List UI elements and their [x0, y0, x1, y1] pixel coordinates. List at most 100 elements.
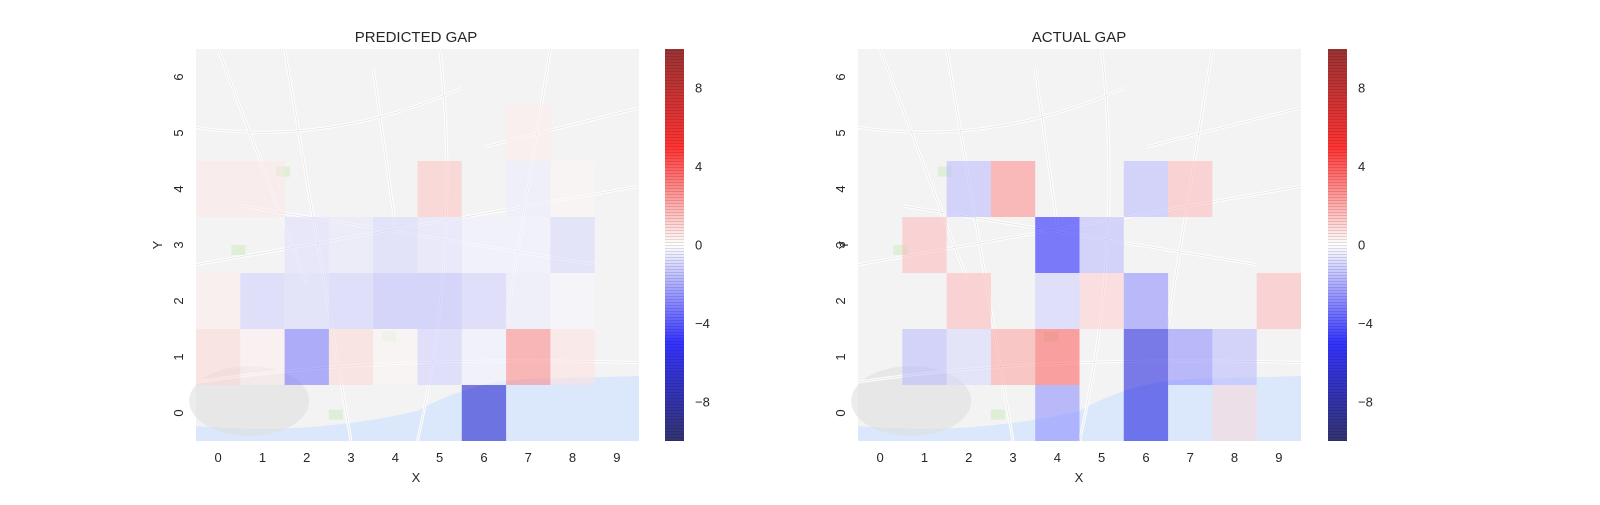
y-tick-label-0: 0 — [171, 409, 186, 416]
heatmap-cell-x7-y4 — [1168, 161, 1213, 217]
colorbar-tick-label-8: 8 — [1358, 81, 1365, 96]
heatmap-cell-x4-y0 — [1035, 385, 1080, 441]
x-tick-label-3: 3 — [1009, 450, 1016, 465]
x-tick-labels: 0 1 2 3 4 5 6 7 8 9 — [877, 450, 1283, 465]
heatmap-cell-x2-y4 — [946, 161, 991, 217]
heatmap-cell-x2-y2 — [284, 273, 329, 329]
x-tick-label-0: 0 — [877, 450, 884, 465]
x-tick-label-7: 7 — [1187, 450, 1194, 465]
heatmap-cell-x9-y2 — [1256, 273, 1301, 329]
x-tick-label-4: 4 — [1054, 450, 1061, 465]
heatmap-cell-x0-y1 — [196, 329, 241, 385]
x-tick-label-2: 2 — [965, 450, 972, 465]
y-tick-label-2: 2 — [833, 297, 848, 304]
heatmap-cell-x1-y3 — [902, 217, 947, 273]
heatmap-cell-x3-y1 — [328, 329, 374, 385]
colorbar-tick-label-0: 0 — [695, 238, 702, 253]
x-tick-labels: 0 1 2 3 4 5 6 7 8 9 — [215, 450, 621, 465]
x-tick-label-7: 7 — [525, 450, 532, 465]
y-tick-label-4: 4 — [833, 185, 848, 192]
heatmap-cell-x3-y3 — [328, 217, 374, 273]
heatmap-cell-x3-y1 — [990, 329, 1036, 385]
heatmap-cell-x2-y1 — [284, 329, 329, 385]
heatmap-cell-x4-y3 — [373, 217, 418, 273]
y-tick-label-3: 3 — [171, 241, 186, 248]
x-tick-label-1: 1 — [259, 450, 266, 465]
heatmap-cell-x2-y2 — [946, 273, 991, 329]
y-tick-label-1: 1 — [833, 353, 848, 360]
y-tick-label-6: 6 — [171, 73, 186, 80]
x-tick-label-9: 9 — [613, 450, 620, 465]
heatmap-cell-x1-y1 — [240, 329, 285, 385]
heatmap-cell-x4-y1 — [373, 329, 418, 385]
x-tick-label-6: 6 — [480, 450, 487, 465]
y-tick-label-5: 5 — [171, 129, 186, 136]
x-tick-label-5: 5 — [436, 450, 443, 465]
heatmap-cell-x1-y1 — [902, 329, 947, 385]
y-axis-label: Y — [836, 240, 851, 249]
x-tick-label-4: 4 — [392, 450, 399, 465]
heatmap-cell-x5-y2 — [1079, 273, 1124, 329]
heatmap-cell-x1-y4 — [240, 161, 285, 217]
heatmap-cell-x5-y1 — [417, 329, 462, 385]
x-tick-label-3: 3 — [347, 450, 354, 465]
y-tick-labels: 0 1 2 3 4 5 6 — [833, 73, 848, 416]
heatmap-cell-x7-y3 — [506, 217, 551, 273]
x-axis-label: X — [412, 470, 421, 485]
heatmap-cell-x8-y1 — [1212, 329, 1257, 385]
heatmap-cells — [902, 161, 1301, 441]
x-axis-label: X — [1075, 470, 1084, 485]
heatmap-cell-x5-y3 — [1079, 217, 1124, 273]
heatmap-cell-x7-y1 — [506, 329, 551, 385]
y-tick-label-5: 5 — [833, 129, 848, 136]
x-tick-label-8: 8 — [569, 450, 576, 465]
x-tick-label-6: 6 — [1142, 450, 1149, 465]
heatmap-cell-x7-y4 — [506, 161, 551, 217]
y-tick-label-3: 3 — [833, 241, 848, 248]
heatmap-cell-x1-y2 — [240, 273, 285, 329]
heatmap-cell-x0-y2 — [196, 273, 241, 329]
colorbar-tick-label--4: −4 — [1358, 316, 1373, 331]
heatmap-cell-x7-y5 — [506, 105, 551, 161]
x-tick-label-9: 9 — [1275, 450, 1282, 465]
y-tick-label-2: 2 — [171, 297, 186, 304]
heatmap-cell-x4-y1 — [1035, 329, 1080, 385]
heatmap-cells — [196, 105, 595, 441]
y-axis-label: Y — [150, 240, 165, 249]
heatmap-cell-x8-y0 — [1212, 385, 1257, 441]
heatmap-cell-x7-y1 — [1168, 329, 1213, 385]
heatmap-cell-x2-y3 — [284, 217, 329, 273]
heatmap-cell-x8-y2 — [550, 273, 595, 329]
heatmap-cell-x8-y3 — [550, 217, 595, 273]
heatmap-cell-x6-y0 — [461, 385, 507, 441]
heatmap-cell-x5-y2 — [417, 273, 462, 329]
heatmap-cell-x6-y3 — [461, 217, 507, 273]
colorbar: −8 −4 0 4 8 — [1328, 49, 1373, 441]
heatmap-cell-x6-y1 — [1123, 329, 1169, 385]
heatmap-cell-x6-y4 — [1123, 161, 1169, 217]
y-tick-label-1: 1 — [171, 353, 186, 360]
x-tick-label-2: 2 — [303, 450, 310, 465]
heatmap-cell-x6-y1 — [461, 329, 507, 385]
colorbar-tick-label--8: −8 — [1358, 394, 1373, 409]
heatmap-cell-x4-y3 — [1035, 217, 1080, 273]
x-tick-label-8: 8 — [1231, 450, 1238, 465]
chart-title: ACTUAL GAP — [1032, 29, 1126, 46]
y-tick-labels: 0 1 2 3 4 5 6 — [171, 73, 186, 416]
heatmap-cell-x6-y2 — [1123, 273, 1169, 329]
colorbar-texture — [1328, 49, 1347, 441]
heatmap-cell-x7-y2 — [506, 273, 551, 329]
actual-gap-panel: ACTUAL GAP 0 1 2 3 4 5 6 7 8 9 0 1 2 3 4 5 6 X Y −8 −4 0 4… — [833, 29, 1373, 485]
heatmap-cell-x5-y3 — [417, 217, 462, 273]
y-tick-label-4: 4 — [171, 185, 186, 192]
colorbar-tick-label--4: −4 — [695, 316, 710, 331]
colorbar-tick-label-4: 4 — [1358, 159, 1365, 174]
heatmap-cell-x5-y4 — [417, 161, 462, 217]
colorbar-tick-label-0: 0 — [1358, 238, 1365, 253]
heatmap-cell-x8-y1 — [550, 329, 595, 385]
heatmap-cell-x3-y2 — [328, 273, 374, 329]
heatmap-cell-x4-y2 — [373, 273, 418, 329]
y-tick-label-0: 0 — [833, 409, 848, 416]
